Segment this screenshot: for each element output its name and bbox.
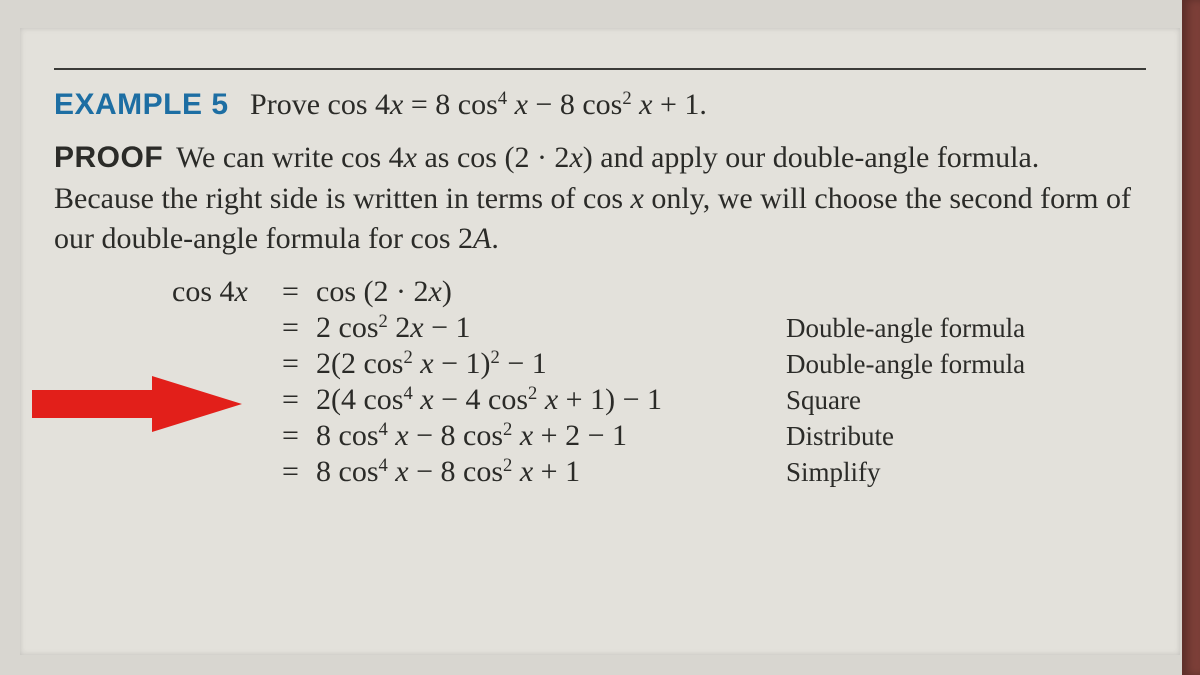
step-row: =2 cos2 2x − 1Double-angle formula bbox=[172, 310, 1025, 346]
equals-sign: = bbox=[282, 346, 316, 382]
steps-tbody: cos 4x=cos (2 · 2x)=2 cos2 2x − 1Double-… bbox=[172, 274, 1025, 490]
step-lhs: cos 4x bbox=[172, 274, 282, 310]
example-line: EXAMPLE 5 Prove cos 4x = 8 cos4 x − 8 co… bbox=[54, 88, 1146, 122]
derivation-steps: cos 4x=cos (2 · 2x)=2 cos2 2x − 1Double-… bbox=[172, 274, 1146, 490]
book-spine-edge bbox=[1182, 0, 1200, 675]
equals-sign: = bbox=[282, 310, 316, 346]
step-rhs: 2(2 cos2 x − 1)2 − 1 bbox=[316, 346, 786, 382]
step-rhs: 8 cos4 x − 8 cos2 x + 2 − 1 bbox=[316, 418, 786, 454]
step-row: =2(4 cos4 x − 4 cos2 x + 1) − 1Square bbox=[172, 382, 1025, 418]
proof-label: PROOF bbox=[54, 141, 163, 174]
top-rule bbox=[54, 68, 1146, 70]
step-lhs bbox=[172, 310, 282, 346]
step-reason: Distribute bbox=[786, 418, 1025, 454]
page: EXAMPLE 5 Prove cos 4x = 8 cos4 x − 8 co… bbox=[20, 28, 1180, 655]
step-lhs bbox=[172, 346, 282, 382]
equals-sign: = bbox=[282, 274, 316, 310]
proof-text: We can write cos 4x as cos (2 · 2x) and … bbox=[54, 141, 1131, 255]
example-prompt: Prove cos 4x = 8 cos4 x − 8 cos2 x + 1. bbox=[250, 88, 707, 121]
example-label: EXAMPLE 5 bbox=[54, 88, 229, 121]
equals-sign: = bbox=[282, 382, 316, 418]
equals-sign: = bbox=[282, 454, 316, 490]
step-rhs: 2 cos2 2x − 1 bbox=[316, 310, 786, 346]
step-rhs: 8 cos4 x − 8 cos2 x + 1 bbox=[316, 454, 786, 490]
step-reason: Square bbox=[786, 382, 1025, 418]
step-row: =2(2 cos2 x − 1)2 − 1Double-angle formul… bbox=[172, 346, 1025, 382]
step-row: cos 4x=cos (2 · 2x) bbox=[172, 274, 1025, 310]
step-lhs bbox=[172, 454, 282, 490]
steps-table: cos 4x=cos (2 · 2x)=2 cos2 2x − 1Double-… bbox=[172, 274, 1025, 490]
step-reason: Double-angle formula bbox=[786, 310, 1025, 346]
equals-sign: = bbox=[282, 418, 316, 454]
step-reason bbox=[786, 274, 1025, 310]
step-reason: Double-angle formula bbox=[786, 346, 1025, 382]
step-row: =8 cos4 x − 8 cos2 x + 1Simplify bbox=[172, 454, 1025, 490]
step-row: =8 cos4 x − 8 cos2 x + 2 − 1Distribute bbox=[172, 418, 1025, 454]
step-lhs bbox=[172, 418, 282, 454]
step-rhs: 2(4 cos4 x − 4 cos2 x + 1) − 1 bbox=[316, 382, 786, 418]
step-rhs: cos (2 · 2x) bbox=[316, 274, 786, 310]
proof-paragraph: PROOF We can write cos 4x as cos (2 · 2x… bbox=[54, 138, 1146, 260]
step-reason: Simplify bbox=[786, 454, 1025, 490]
step-lhs bbox=[172, 382, 282, 418]
